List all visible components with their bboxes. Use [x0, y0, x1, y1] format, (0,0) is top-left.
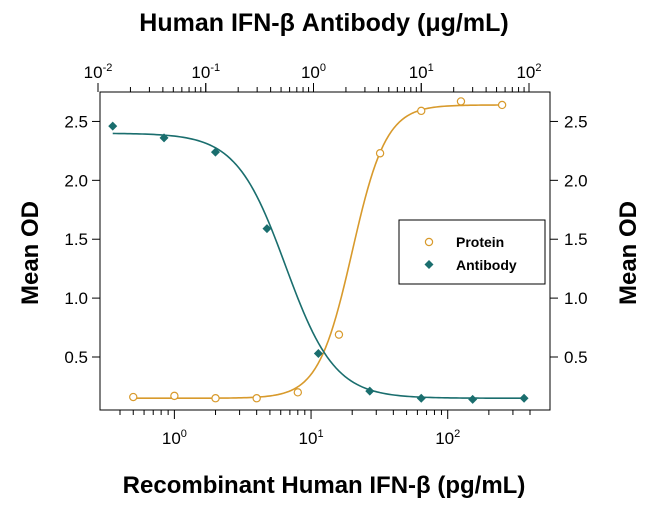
point-protein [293, 388, 303, 397]
fit-curve-protein [133, 104, 503, 400]
y2-tick-label: 0.5 [564, 348, 588, 367]
point-antibody [519, 393, 529, 403]
y-tick-label: 1.5 [64, 230, 88, 249]
x2-tick-label: 101 [409, 62, 434, 82]
point-antibody [365, 386, 375, 396]
point-protein [375, 149, 385, 158]
legend-protein-marker [424, 237, 434, 247]
plot-frame [99, 91, 551, 411]
axes: 100 101 102 10-2 10-1 100 101 102 0.5 0.5 1.0 1.0 1.… [64, 62, 587, 448]
chart-title: Human IFN-β Antibody (μg/mL) [139, 9, 508, 37]
point-protein [417, 106, 426, 116]
fit-curve-antibody [112, 132, 525, 400]
fit-curves [112, 104, 525, 400]
point-antibody [108, 121, 118, 131]
point-protein [170, 391, 179, 401]
data-points [108, 97, 529, 404]
x2-tick-label: 10-2 [84, 62, 113, 82]
point-protein [497, 100, 507, 110]
point-antibody [416, 393, 426, 403]
legend-antibody-label: Antibody [456, 257, 517, 273]
x2-tick-label: 102 [516, 62, 541, 82]
legend-protein-label: Protein [456, 234, 504, 250]
x2-tick-label: 100 [301, 62, 326, 82]
legend: Protein Antibody [398, 219, 546, 285]
y2-tick-label: 2.5 [564, 112, 588, 131]
x-tick-label: 102 [435, 428, 460, 448]
legend-box [398, 219, 546, 285]
point-protein [252, 394, 261, 403]
point-antibody [468, 394, 478, 404]
point-protein [334, 330, 344, 339]
point-antibody [313, 348, 323, 358]
x2-tick-label: 10-1 [191, 62, 220, 82]
y-axis-label: Mean OD [17, 201, 44, 305]
x-tick-label: 100 [162, 428, 187, 448]
y-tick-label: 2.0 [64, 171, 88, 190]
y2-tick-label: 1.5 [564, 230, 588, 249]
point-protein [211, 394, 220, 403]
point-protein [456, 97, 466, 106]
y-tick-label: 0.5 [64, 348, 88, 367]
point-antibody [159, 133, 169, 143]
y2-tick-label: 2.0 [564, 171, 588, 190]
y-tick-label: 2.5 [64, 112, 88, 131]
x-axis-label: Recombinant Human IFN-β (pg/mL) [123, 472, 526, 499]
y2-tick-label: 1.0 [564, 289, 588, 308]
point-antibody [210, 147, 220, 157]
x-tick-label: 101 [299, 428, 324, 448]
point-protein [129, 392, 138, 402]
y2-axis-label: Mean OD [615, 201, 642, 305]
legend-antibody-marker [424, 260, 434, 269]
y-tick-label: 1.0 [64, 289, 88, 308]
point-antibody [262, 224, 272, 234]
